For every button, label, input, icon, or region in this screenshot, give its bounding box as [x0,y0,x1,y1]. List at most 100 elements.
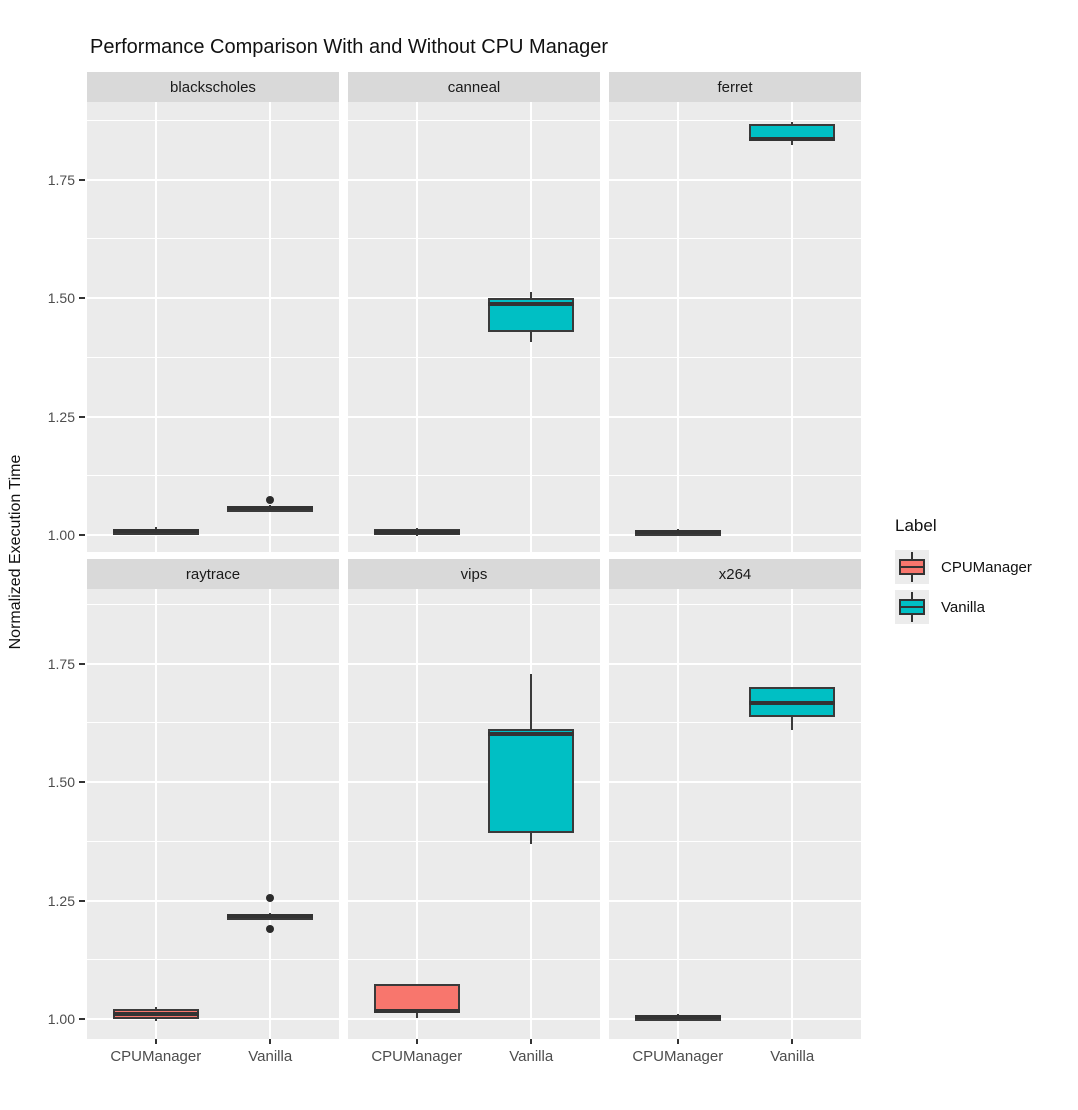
gridline-major [609,297,861,299]
gridline-major [87,534,339,536]
upper-whisker [269,504,272,507]
gridline-minor [348,356,600,358]
lower-whisker [530,332,533,342]
gridline-minor [87,238,339,240]
median-line [227,913,314,918]
y-tick-label: 1.75 [47,655,75,672]
gridline-minor [348,959,600,961]
y-tick-mark [79,1018,85,1020]
gridline-x [269,102,272,552]
gridline-major [87,899,339,902]
y-tick-label: 1.75 [47,171,75,188]
lower-whisker [791,141,794,146]
gridline-minor [348,840,600,842]
legend-key-CPUManager [895,550,929,584]
upper-whisker [530,291,533,298]
median-line [112,1012,199,1017]
x-tick-label: CPUManager [371,1048,463,1065]
median-line [227,505,314,510]
y-tick-mark [79,781,85,783]
gridline-minor [87,119,339,121]
y-axis-title: Normalized Execution Time [7,454,24,650]
x-tick-label: CPUManager [632,1048,724,1065]
upper-whisker [791,121,794,124]
gridline-minor [87,603,339,605]
gridline-major [609,534,861,536]
facet-strip-ferret: ferret [609,72,861,102]
gridline-minor [609,119,861,121]
y-tick-label: 1.25 [47,892,75,909]
y-tick-mark [79,534,85,536]
gridline-minor [348,475,600,477]
gridline-major [348,781,600,783]
facet-strip-canneal: canneal [348,72,600,102]
gridline-major [348,899,600,902]
gridline-major [609,781,861,783]
legend-label: Vanilla [941,598,985,616]
gridline-major [609,1018,861,1020]
x-tick-mark [530,1039,533,1044]
median-line [373,530,460,535]
outlier-point [266,894,275,903]
lower-whisker [154,1019,157,1021]
y-tick-mark [79,415,85,418]
x-tick-label: Vanilla [509,1048,554,1065]
facet-panel-raytrace [87,589,339,1039]
gridline-minor [348,722,600,724]
facet-panel-ferret [609,102,861,552]
legend-key-Vanilla [895,590,929,624]
gridline-minor [609,840,861,842]
facet-panel-vips [348,589,600,1039]
upper-whisker [154,527,157,529]
facet-strip-blackscholes: blackscholes [87,72,339,102]
median-line [749,701,836,706]
upper-whisker [676,529,679,531]
upper-whisker [269,912,272,914]
median-line [634,1014,721,1019]
gridline-x [415,102,418,552]
gridline-major [609,415,861,418]
chart-title: Performance Comparison With and Without … [90,36,608,58]
legend: Label CPUManager Vanilla [895,516,1032,630]
gridline-minor [609,603,861,605]
gridline-major [348,662,600,665]
gridline-x [676,102,679,552]
x-tick-mark [269,1039,272,1044]
lower-whisker [791,716,794,730]
x-tick-mark [791,1039,794,1044]
lower-whisker [415,1012,418,1018]
y-tick-label: 1.00 [47,1011,75,1027]
facet-strip-x264: x264 [609,559,861,589]
median-line [488,302,575,307]
gridline-minor [609,238,861,240]
outlier-point [266,924,275,933]
gridline-major [87,297,339,299]
upper-whisker [154,1007,157,1009]
median-line [373,1009,460,1014]
gridline-major [348,178,600,181]
gridline-major [609,899,861,902]
median-line [488,732,575,737]
upper-whisker [676,1013,679,1015]
legend-title: Label [895,516,937,535]
facet-panel-blackscholes [87,102,339,552]
legend-entry-Vanilla: Vanilla [895,590,1032,624]
y-tick-label: 1.50 [47,774,75,790]
legend-median-line [899,566,925,568]
x-tick-mark [154,1039,157,1044]
gridline-x [791,102,794,552]
gridline-major [87,1018,339,1020]
gridline-minor [348,603,600,605]
x-tick-mark [415,1039,418,1044]
legend-median-line [899,606,925,608]
x-tick-label: Vanilla [770,1048,815,1065]
gridline-major [87,178,339,181]
y-tick-label: 1.25 [47,408,75,425]
x-tick-mark [676,1039,679,1044]
y-tick-mark [79,899,85,902]
gridline-x [154,102,157,552]
gridline-major [348,534,600,536]
gridline-minor [609,475,861,477]
gridline-x [791,589,794,1039]
box-vips-Vanilla [488,728,575,834]
